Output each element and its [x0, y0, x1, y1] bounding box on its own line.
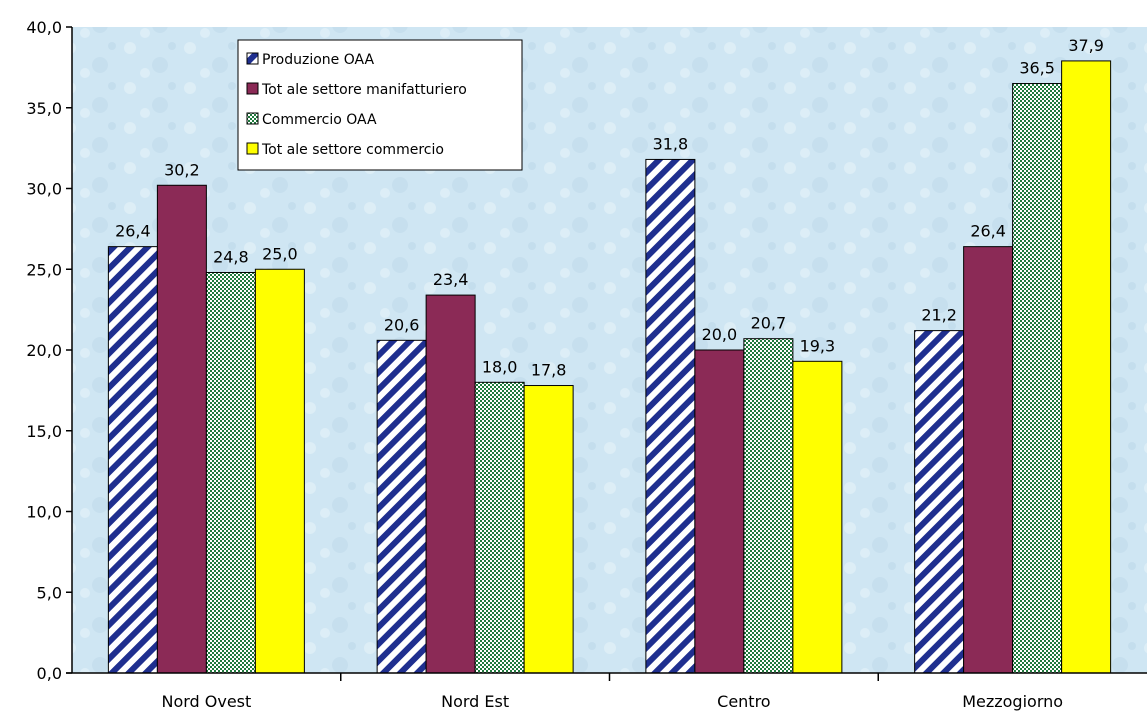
- data-label: 36,5: [1019, 59, 1055, 78]
- data-label: 30,2: [164, 160, 200, 179]
- data-label: 18,0: [482, 357, 518, 376]
- data-label: 26,4: [970, 222, 1006, 241]
- bar: [376, 339, 427, 674]
- legend-swatch: [246, 82, 259, 95]
- bar: [1012, 83, 1063, 674]
- data-labels: 26,4 30,2 24,8 25,0 20,6 23,4 18,0 17,8 31,8 20,0…: [115, 36, 1104, 380]
- legend-label: Tot ale settore commercio: [261, 142, 444, 158]
- data-label: 17,8: [531, 361, 567, 380]
- data-label: 24,8: [213, 247, 249, 266]
- legend-swatch: [246, 52, 259, 65]
- bar: [743, 338, 794, 674]
- bar: [963, 246, 1014, 674]
- y-tick-label: 30,0: [26, 180, 62, 199]
- x-tick-label: Centro: [717, 692, 770, 711]
- legend: Produzione OAA Tot ale settore manifattur…: [237, 39, 523, 171]
- bar: [425, 294, 476, 674]
- y-tick-label: 5,0: [37, 583, 62, 602]
- data-label: 20,6: [384, 315, 420, 334]
- legend-box: [237, 39, 523, 171]
- bar: [205, 271, 256, 674]
- legend-label: Commercio OAA: [262, 112, 377, 128]
- data-label: 31,8: [653, 134, 689, 153]
- bar: [645, 158, 696, 674]
- y-tick-label: 35,0: [26, 99, 62, 118]
- bar: [694, 349, 745, 674]
- bar: [254, 268, 305, 674]
- bars: [107, 60, 1112, 674]
- y-axis: 0,0 5,0 10,0 15,0 20,0 25,0 30,0 35,0 40,0: [26, 18, 72, 683]
- legend-swatch: [246, 142, 259, 155]
- bar: [107, 246, 158, 674]
- data-label: 21,2: [921, 306, 957, 325]
- x-tick-label: Mezzogiorno: [962, 692, 1063, 711]
- bar: [474, 381, 525, 674]
- y-tick-label: 15,0: [26, 422, 62, 441]
- legend-swatch: [246, 112, 259, 125]
- y-tick-label: 40,0: [26, 18, 62, 37]
- legend-label: Tot ale settore manifatturiero: [261, 82, 467, 98]
- data-label: 23,4: [433, 270, 469, 289]
- data-label: 26,4: [115, 222, 151, 241]
- data-label: 20,0: [702, 325, 738, 344]
- bar: [1061, 60, 1112, 674]
- y-tick-label: 0,0: [37, 664, 62, 683]
- legend-label: Produzione OAA: [262, 52, 374, 68]
- bar: [156, 184, 207, 674]
- bar: [523, 385, 574, 674]
- data-label: 19,3: [800, 336, 836, 355]
- bar: [792, 360, 843, 674]
- data-label: 25,0: [262, 244, 298, 263]
- data-label: 20,7: [751, 314, 787, 333]
- x-tick-label: Nord Ovest: [161, 692, 251, 711]
- y-tick-label: 10,0: [26, 503, 62, 522]
- y-tick-label: 25,0: [26, 260, 62, 279]
- x-tick-label: Nord Est: [441, 692, 509, 711]
- data-label: 37,9: [1068, 36, 1104, 55]
- y-tick-label: 20,0: [26, 341, 62, 360]
- bar: [914, 330, 965, 674]
- axes: Nord Ovest Nord Est Centro Mezzogiorno: [66, 27, 1147, 711]
